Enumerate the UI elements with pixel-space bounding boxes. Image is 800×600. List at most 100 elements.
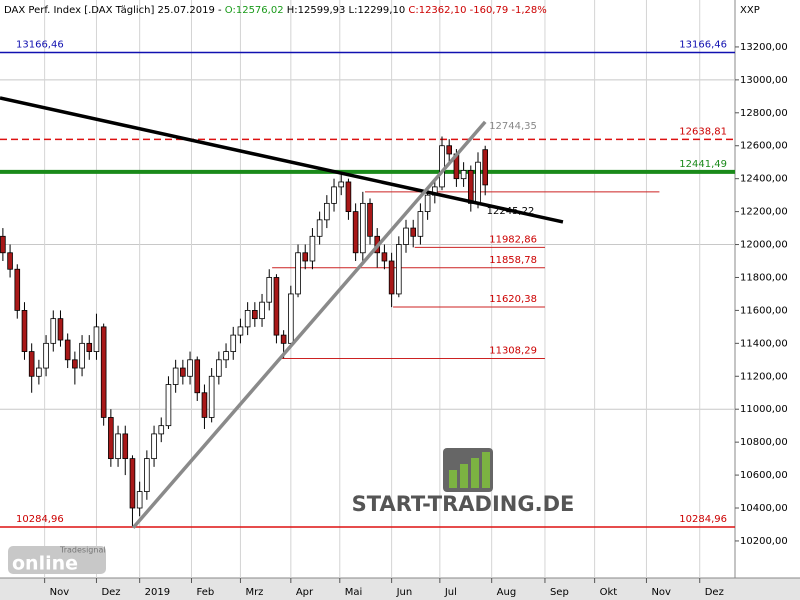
candle-body <box>108 417 114 460</box>
y-tick-label: 11800,00 <box>740 272 788 283</box>
candle-body <box>324 202 330 221</box>
y-tick-label: 11600,00 <box>740 305 788 316</box>
candle-body <box>424 194 431 213</box>
candle-body <box>345 181 352 213</box>
header-part: O:12576,02 <box>225 5 284 16</box>
x-tick-label: Mai <box>345 587 363 598</box>
candle-body <box>316 219 323 237</box>
candle-body <box>36 367 42 377</box>
y-tick-label: 12000,00 <box>740 240 788 251</box>
candle-body <box>86 342 93 352</box>
header-part: H:12599,93 L:12299,10 <box>284 5 409 16</box>
candle-body <box>475 161 481 204</box>
x-tick-label: Apr <box>296 587 314 598</box>
annotation: 12245,22 <box>487 206 535 217</box>
x-tick-label: Jul <box>444 587 457 598</box>
candle-body <box>122 433 129 460</box>
candle-body <box>360 202 366 254</box>
candle-body <box>252 310 258 320</box>
candle-body <box>309 235 316 262</box>
candle-body <box>396 244 402 295</box>
candle-body <box>244 310 251 328</box>
y-tick-label: 12600,00 <box>740 141 788 152</box>
y-tick-label: 11400,00 <box>740 338 788 349</box>
candle-body <box>201 392 208 418</box>
candle-body <box>468 170 474 204</box>
candle-body <box>403 227 409 245</box>
y-tick-label: 13000,00 <box>740 75 788 86</box>
levels: 13166,46 13166,46 12638,81 12441,49 10284,96… <box>0 39 735 528</box>
level-label: 10284,96 <box>679 514 727 525</box>
candle-body <box>151 433 157 460</box>
x-axis-band <box>0 578 800 600</box>
candle-body <box>273 277 280 336</box>
candle-body <box>57 318 64 341</box>
level-label: 12638,81 <box>679 126 727 137</box>
x-tick-label: Nov <box>50 587 70 598</box>
candle-body <box>158 425 165 435</box>
logo: START-TRADING.DE <box>352 448 574 516</box>
level-label: 11308,29 <box>489 345 537 356</box>
candle-body <box>14 268 21 311</box>
y-tick-label: 12400,00 <box>740 174 788 185</box>
candle-body <box>7 252 13 270</box>
candle-body <box>482 149 489 186</box>
candle-body <box>417 211 424 237</box>
candle-body <box>223 351 229 361</box>
level-label: 11982,86 <box>489 234 537 245</box>
y-tick-label: 10600,00 <box>740 470 788 481</box>
x-tick-label: Mrz <box>245 587 263 598</box>
candle-body <box>381 252 388 262</box>
candle-body <box>266 277 273 303</box>
candle-body <box>64 339 71 361</box>
candle-body <box>144 458 150 492</box>
candle-body <box>295 252 301 295</box>
y-tick-label: 10800,00 <box>740 437 788 448</box>
y-tick-label: 12200,00 <box>740 207 788 218</box>
level-label: 13166,46 <box>679 39 727 50</box>
logo-bar <box>449 470 457 488</box>
badge: Tradesignal online <box>8 546 106 575</box>
candle-body <box>180 367 186 377</box>
candle-body <box>338 181 345 188</box>
x-tick-label: Okt <box>600 587 618 598</box>
candle-body <box>28 351 35 377</box>
y-tick-label: 12800,00 <box>740 108 788 119</box>
candle-body <box>288 293 294 344</box>
x-tick-label: Nov <box>651 587 671 598</box>
logo-bar <box>460 464 468 488</box>
candle-body <box>280 334 287 344</box>
level-label: 11620,38 <box>489 294 537 305</box>
logo-bar <box>471 458 479 488</box>
candle-body <box>446 145 453 155</box>
candle-body <box>187 359 193 377</box>
candle-body <box>331 186 337 204</box>
y-tick-label: 13200,00 <box>740 42 788 53</box>
candle-body <box>194 359 201 394</box>
x-tick-label: Sep <box>550 587 569 598</box>
level-left-label: 10284,96 <box>16 514 64 525</box>
candle-body <box>237 326 244 336</box>
level-label: 12441,49 <box>679 159 727 170</box>
y-tick-label: 10200,00 <box>740 536 788 547</box>
candle-body <box>129 458 136 509</box>
trendline <box>0 96 564 224</box>
candle-body <box>115 433 121 460</box>
x-tick-label: Jun <box>396 587 413 598</box>
candle-body <box>165 384 172 427</box>
candle-body <box>136 491 143 509</box>
badge-big: online <box>12 553 78 575</box>
candle-body <box>230 334 237 352</box>
trendlines: 12744,35 12245,22 <box>0 96 564 529</box>
x-tick-label: 2019 <box>145 587 170 598</box>
candle-body <box>460 170 467 180</box>
logo-bar <box>482 452 490 488</box>
candle-body <box>302 252 309 262</box>
candle-body <box>79 342 85 369</box>
candle-body <box>352 211 359 254</box>
trendline <box>131 120 487 529</box>
candle-body <box>216 359 222 377</box>
candle-body <box>410 227 417 237</box>
axis-unit: XXP <box>740 5 760 16</box>
candle-body <box>93 326 100 352</box>
